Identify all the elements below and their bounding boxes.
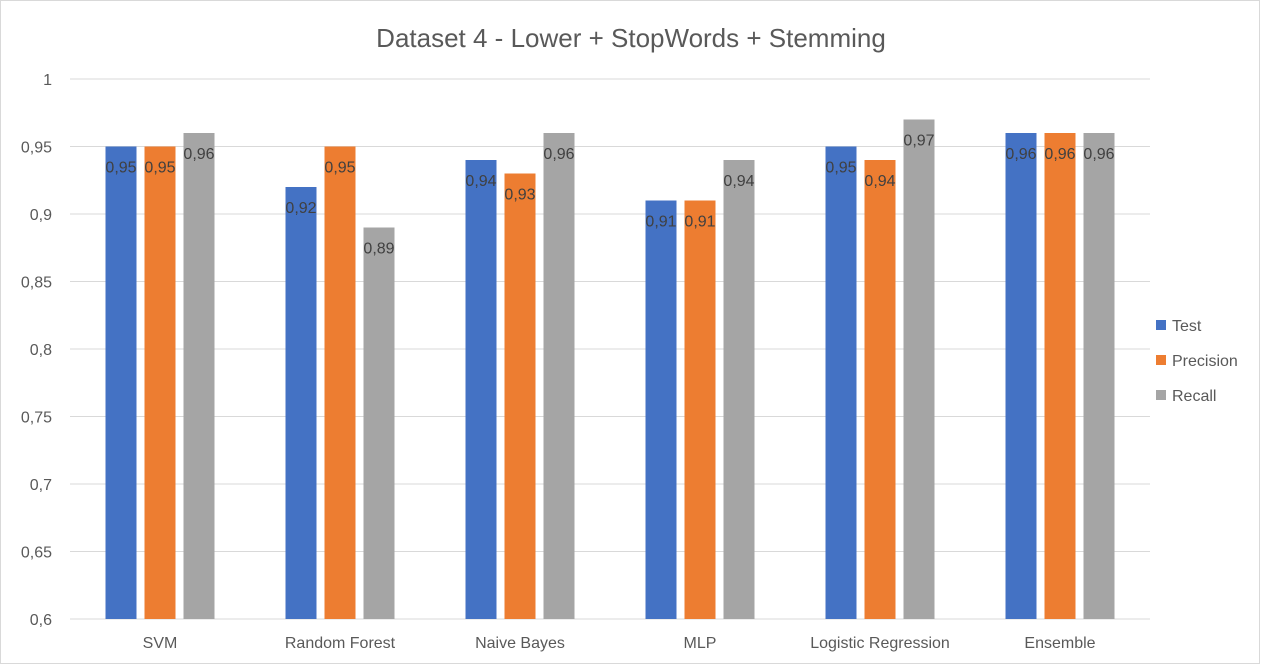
- legend-swatch-precision: [1156, 355, 1166, 365]
- bar-test: [645, 200, 677, 619]
- y-tick-label: 0,8: [30, 342, 52, 359]
- y-axis-ticks: 0,6 0,65 0,7 0,75 0,8 0,85 0,9 0,95 1: [21, 72, 52, 629]
- x-category-label: SVM: [143, 635, 178, 652]
- legend-swatch-test: [1156, 320, 1166, 330]
- x-category-label: Random Forest: [285, 635, 396, 652]
- data-label: 0,95: [825, 160, 856, 177]
- y-tick-label: 1: [43, 72, 52, 89]
- data-label: 0,94: [723, 173, 754, 190]
- bar-test: [465, 160, 497, 619]
- data-label: 0,89: [363, 241, 394, 258]
- y-tick-label: 0,95: [21, 140, 52, 157]
- bar-precision: [504, 173, 536, 619]
- bar-precision: [1044, 133, 1076, 619]
- y-tick-label: 0,6: [30, 612, 52, 629]
- y-tick-label: 0,75: [21, 410, 52, 427]
- bar-precision: [144, 146, 176, 619]
- bar-test: [105, 146, 137, 619]
- bars: [105, 119, 1115, 619]
- y-tick-label: 0,9: [30, 207, 52, 224]
- bar-test: [1005, 133, 1037, 619]
- legend-label-precision: Precision: [1172, 353, 1238, 370]
- y-tick-label: 0,7: [30, 477, 52, 494]
- data-label: 0,94: [864, 173, 895, 190]
- data-label: 0,93: [504, 187, 535, 204]
- chart-title: Dataset 4 - Lower + StopWords + Stemming: [376, 23, 886, 53]
- y-tick-label: 0,65: [21, 545, 52, 562]
- data-label: 0,91: [684, 214, 715, 231]
- x-axis-categories: SVM Random Forest Naive Bayes MLP Logistic R…: [143, 635, 1096, 652]
- bar-test: [825, 146, 857, 619]
- bar-recall: [1083, 133, 1115, 619]
- legend: Test Precision Recall: [1156, 318, 1238, 405]
- grid-lines: [70, 78, 1150, 620]
- data-label: 0,95: [144, 160, 175, 177]
- data-label: 0,96: [543, 146, 574, 163]
- data-label: 0,94: [465, 173, 496, 190]
- bar-precision: [684, 200, 716, 619]
- legend-swatch-recall: [1156, 390, 1166, 400]
- data-label: 0,91: [645, 214, 676, 231]
- x-category-label: Ensemble: [1024, 635, 1095, 652]
- legend-label-recall: Recall: [1172, 388, 1216, 405]
- bar-recall: [903, 119, 935, 619]
- data-label: 0,97: [903, 133, 934, 150]
- data-label: 0,96: [1005, 146, 1036, 163]
- bar-test: [285, 187, 317, 619]
- x-category-label: Naive Bayes: [475, 635, 565, 652]
- data-label: 0,95: [324, 160, 355, 177]
- bar-recall: [363, 227, 395, 619]
- data-labels: 0,95 0,95 0,96 0,92 0,95 0,89 0,94 0,93 0,96 0,91…: [105, 133, 1114, 258]
- bar-recall: [183, 133, 215, 619]
- bar-recall: [723, 160, 755, 619]
- bar-recall: [543, 133, 575, 619]
- x-category-label: MLP: [684, 635, 717, 652]
- x-category-label: Logistic Regression: [810, 635, 950, 652]
- bar-precision: [864, 160, 896, 619]
- data-label: 0,96: [1044, 146, 1075, 163]
- data-label: 0,96: [183, 146, 214, 163]
- bar-precision: [324, 146, 356, 619]
- data-label: 0,92: [285, 200, 316, 217]
- legend-label-test: Test: [1172, 318, 1202, 335]
- data-label: 0,95: [105, 160, 136, 177]
- data-label: 0,96: [1083, 146, 1114, 163]
- y-tick-label: 0,85: [21, 275, 52, 292]
